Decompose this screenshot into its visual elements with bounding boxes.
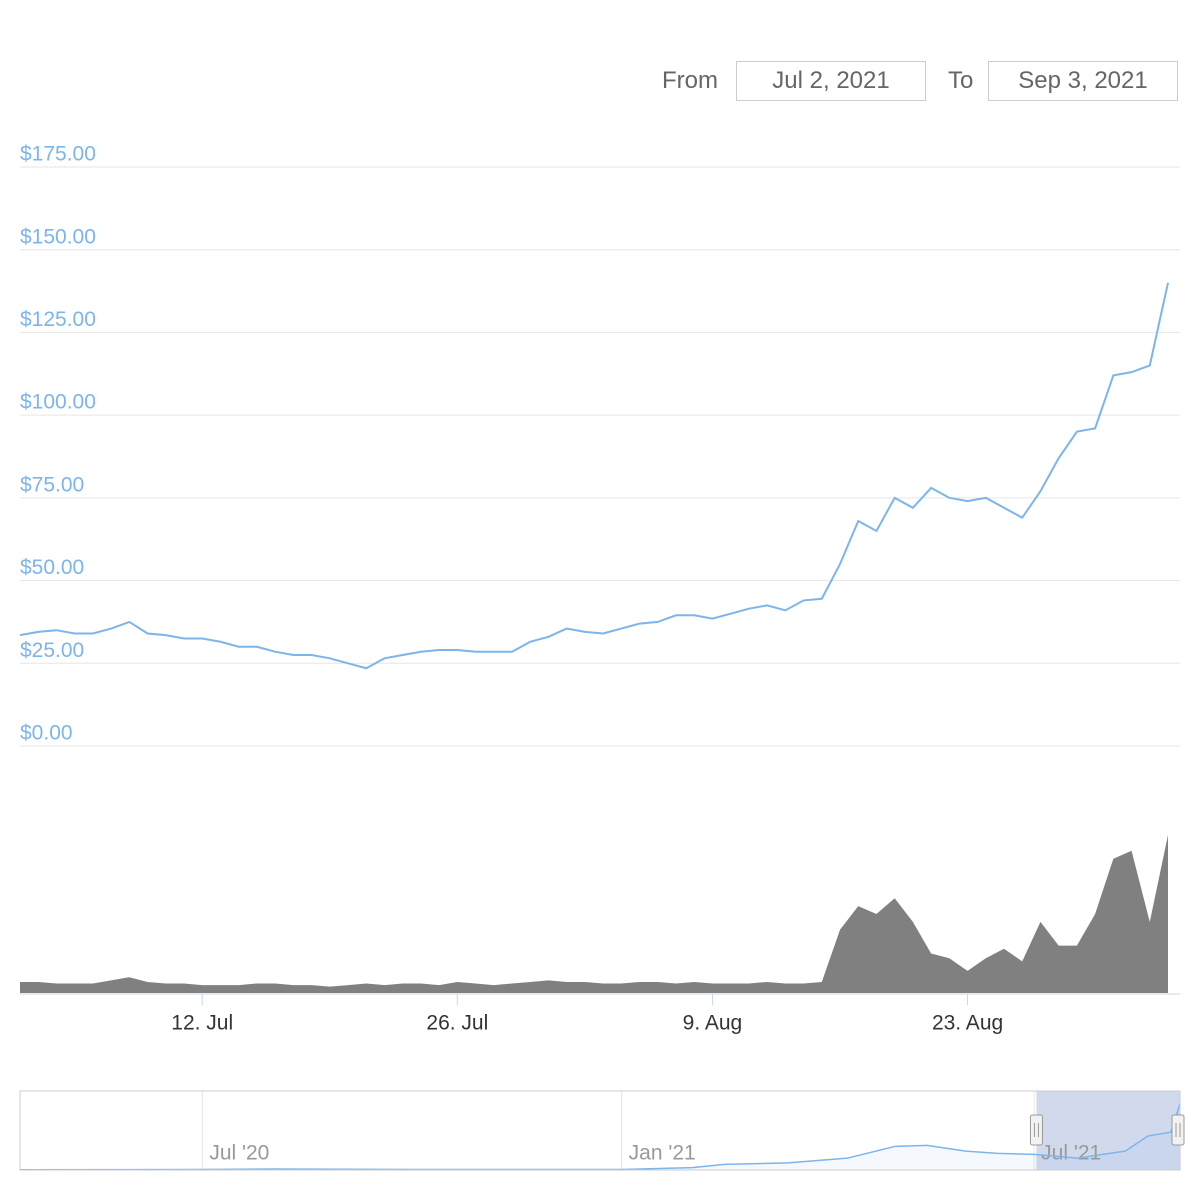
- y-tick-label: $25.00: [20, 639, 84, 662]
- y-tick-label: $125.00: [20, 308, 96, 331]
- y-tick-label: $175.00: [20, 143, 96, 166]
- y-tick-label: $100.00: [20, 391, 96, 414]
- x-tick-label: 26. Jul: [426, 1012, 488, 1035]
- navigator-tick-label: Jul '21: [1041, 1142, 1101, 1165]
- x-tick-label: 23. Aug: [932, 1012, 1003, 1035]
- from-input[interactable]: Jul 2, 2021: [736, 61, 926, 101]
- to-input[interactable]: Sep 3, 2021: [988, 61, 1178, 101]
- x-tick-label: 12. Jul: [171, 1012, 233, 1035]
- y-tick-label: $150.00: [20, 225, 96, 248]
- navigator-frame: [19, 1090, 1181, 1171]
- navigator-tick-label: Jul '20: [209, 1142, 269, 1165]
- navigator-line: [19, 1103, 1181, 1171]
- y-tick-label: $0.00: [20, 722, 73, 745]
- x-tick-label: 9. Aug: [683, 1012, 743, 1035]
- to-label: To: [948, 67, 974, 94]
- navigator-tick-label: Jan '21: [629, 1142, 696, 1165]
- volume-area: [20, 835, 1168, 993]
- navigator-handle[interactable]: [1029, 1114, 1043, 1146]
- navigator-handle[interactable]: [1171, 1114, 1185, 1146]
- y-tick-label: $75.00: [20, 473, 84, 496]
- navigator-selection: [1036, 1091, 1180, 1170]
- price-line: [19, 282, 1169, 670]
- navigator-area: [20, 1103, 1180, 1170]
- y-tick-label: $50.00: [20, 556, 84, 579]
- from-label: From: [662, 67, 718, 94]
